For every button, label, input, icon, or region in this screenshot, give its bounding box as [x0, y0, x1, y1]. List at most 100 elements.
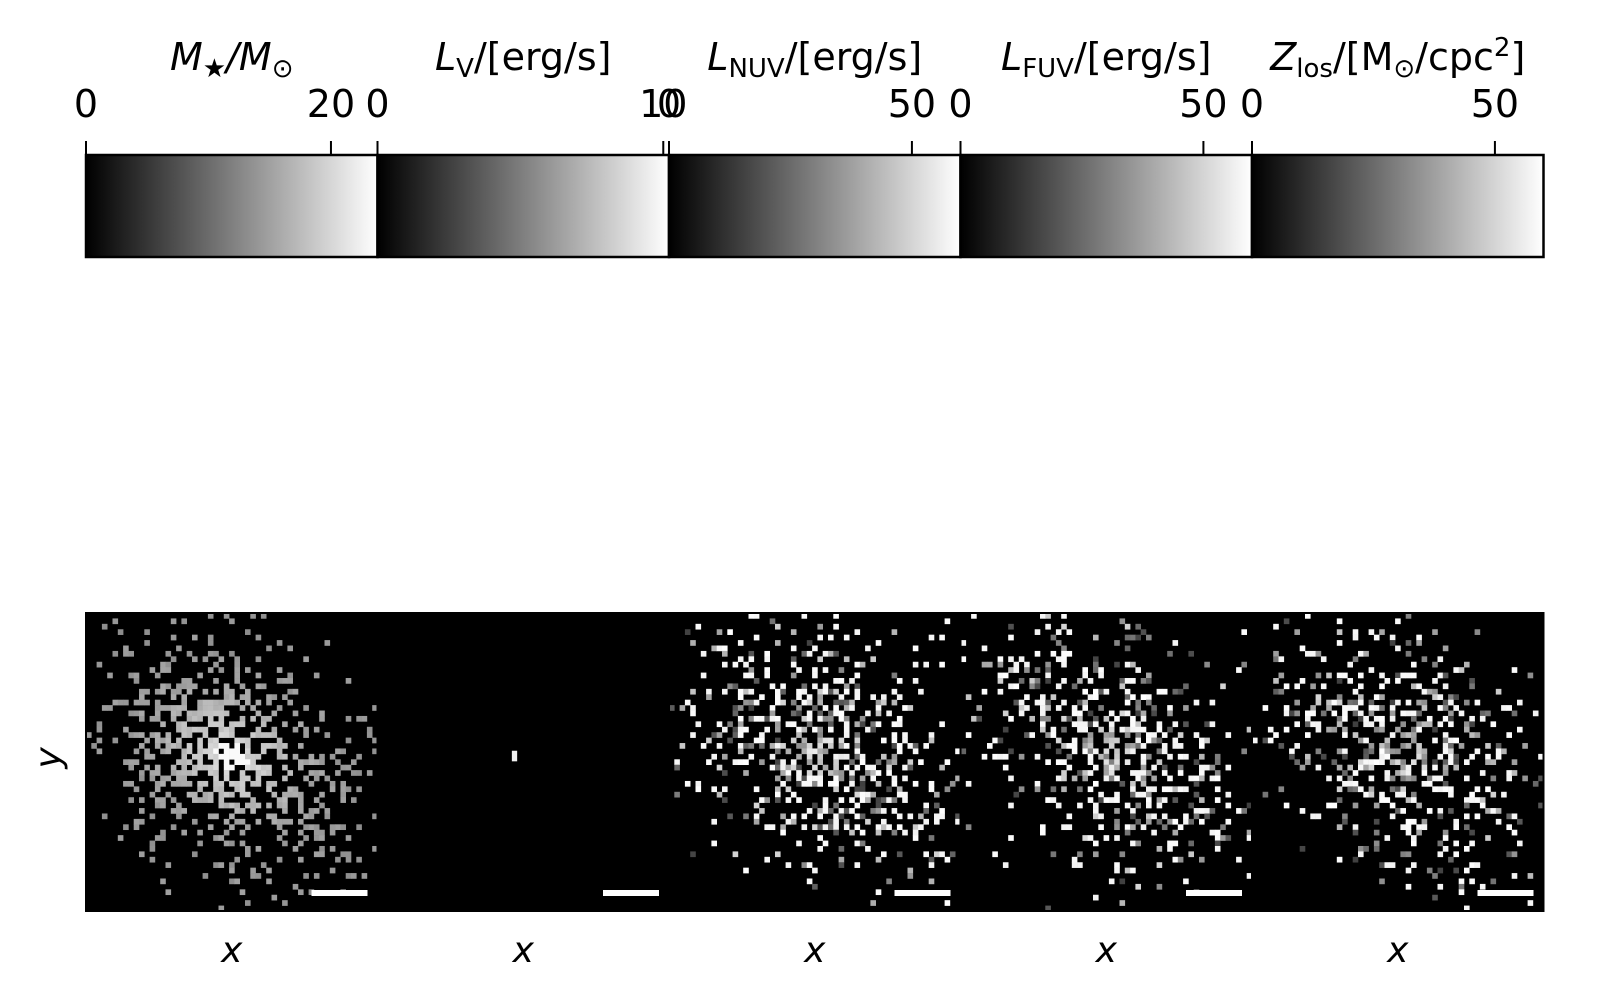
pixel	[775, 743, 781, 749]
pixel	[133, 818, 140, 825]
pixel	[1479, 797, 1486, 803]
pixel	[997, 672, 1004, 679]
pixel	[271, 813, 278, 820]
pixel	[1093, 813, 1099, 820]
pixel	[303, 732, 309, 738]
pixel	[997, 678, 1004, 684]
pixel	[753, 678, 760, 684]
pixel	[266, 764, 272, 771]
pixel	[1055, 629, 1062, 635]
pixel	[1448, 786, 1454, 793]
pixel	[181, 726, 187, 733]
pixel	[1485, 753, 1491, 760]
pixel	[1167, 650, 1173, 657]
pixel	[790, 699, 797, 706]
pixel	[1405, 743, 1412, 749]
pixel	[1066, 824, 1073, 831]
pixel	[218, 786, 225, 793]
pixel	[1040, 824, 1046, 831]
pixel	[250, 759, 256, 766]
pixel	[223, 818, 230, 825]
pixel	[1183, 786, 1189, 793]
pixel	[1209, 808, 1216, 814]
pixel	[329, 824, 336, 831]
pixel	[1352, 732, 1359, 738]
pixel	[239, 840, 246, 847]
pixel	[1405, 613, 1412, 619]
pixel	[854, 824, 861, 831]
pixel	[923, 851, 929, 858]
pixel	[271, 818, 278, 825]
pixel	[790, 759, 797, 766]
pixel	[833, 688, 839, 695]
pixel	[891, 753, 898, 760]
pixel	[748, 699, 755, 706]
x-axis-label: x	[803, 930, 826, 971]
pixel	[1495, 818, 1502, 825]
pixel	[870, 791, 876, 798]
pixel	[292, 791, 299, 798]
pixel	[160, 829, 166, 836]
pixel	[1135, 883, 1141, 890]
pixel	[1161, 797, 1168, 803]
pixel	[849, 678, 855, 684]
pixel	[1405, 650, 1412, 657]
pixel	[1124, 661, 1131, 668]
pixel	[1146, 791, 1152, 798]
pixel	[690, 705, 696, 711]
pixel	[218, 721, 225, 728]
pixel	[1373, 705, 1380, 711]
pixel	[928, 878, 935, 885]
pixel	[245, 737, 251, 744]
pixel	[923, 743, 929, 749]
pixel	[1130, 813, 1136, 820]
pixel	[223, 688, 230, 695]
pixel	[1167, 726, 1173, 733]
pixel	[1045, 905, 1051, 912]
pixel	[1018, 710, 1025, 717]
pixel	[1119, 678, 1126, 684]
pixel	[843, 764, 850, 771]
pixel	[1421, 748, 1428, 755]
pixel	[790, 656, 797, 663]
pixel	[1087, 721, 1094, 728]
pixel	[1358, 737, 1364, 744]
pixel	[1342, 732, 1348, 738]
pixel	[907, 759, 914, 766]
pixel	[139, 770, 145, 776]
pixel	[1267, 737, 1274, 744]
pixel	[1315, 721, 1322, 728]
pixel	[1379, 726, 1385, 733]
pixel	[298, 721, 304, 728]
pixel	[1490, 759, 1497, 766]
pixel	[324, 775, 331, 782]
pixel	[96, 737, 103, 744]
pixel	[822, 688, 829, 695]
pixel	[1342, 813, 1348, 820]
pixel	[308, 808, 315, 814]
pixel	[859, 715, 866, 722]
pixel	[870, 764, 876, 771]
pixel	[849, 705, 855, 711]
pixel	[891, 629, 898, 635]
pixel	[276, 743, 283, 749]
pixel	[785, 818, 792, 825]
pixel	[753, 813, 760, 820]
pixel	[245, 845, 251, 852]
pixel	[1363, 715, 1369, 722]
pixel	[319, 753, 325, 760]
pixel	[1098, 705, 1104, 711]
pixel	[1188, 802, 1194, 809]
pixel	[833, 780, 839, 787]
pixel	[213, 699, 219, 706]
pixel	[1352, 634, 1359, 641]
pixel	[1464, 661, 1470, 668]
pixel	[695, 721, 702, 728]
pixel	[276, 640, 283, 646]
pixel	[1511, 873, 1518, 879]
pixel	[790, 764, 797, 771]
pixel	[806, 721, 813, 728]
pixel	[1055, 683, 1062, 690]
pixel	[918, 688, 924, 695]
